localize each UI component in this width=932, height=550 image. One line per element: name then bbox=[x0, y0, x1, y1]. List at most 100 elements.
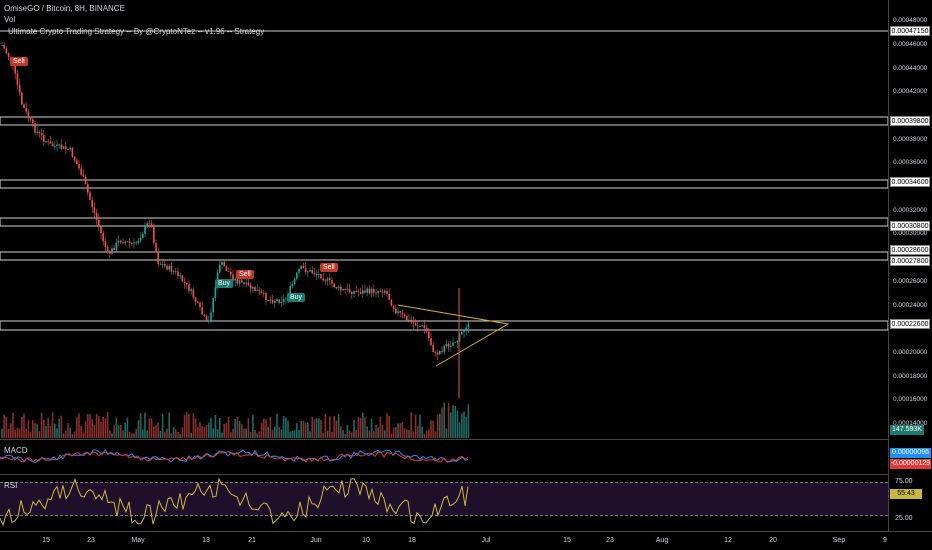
price-level-tag[interactable]: 0.00022600 bbox=[890, 319, 930, 329]
macd-pane[interactable] bbox=[0, 440, 888, 474]
price-chart[interactable] bbox=[0, 0, 888, 438]
volume-bar bbox=[445, 428, 448, 438]
volume-bar bbox=[291, 430, 294, 438]
rsi-level-bottom bbox=[0, 515, 888, 516]
candle-body bbox=[421, 325, 423, 327]
candle-body bbox=[461, 332, 463, 335]
candle-body bbox=[412, 322, 415, 324]
macd-value-bottom: -0.00000129 bbox=[890, 459, 931, 469]
candle-body bbox=[320, 273, 322, 279]
candle-body bbox=[340, 286, 342, 291]
candle-body bbox=[69, 147, 71, 150]
candle-body bbox=[432, 345, 434, 353]
candle-body bbox=[150, 223, 153, 228]
rsi-pane[interactable] bbox=[0, 475, 888, 531]
volume-bar bbox=[80, 426, 82, 438]
volume-bar bbox=[252, 414, 254, 438]
volume-bar bbox=[27, 419, 30, 438]
sell-signal[interactable]: Sell bbox=[320, 263, 338, 272]
pane-divider[interactable] bbox=[0, 531, 932, 532]
volume-bar bbox=[223, 424, 225, 438]
volume-bar bbox=[395, 427, 397, 438]
price-level-tag[interactable]: 0.00030800 bbox=[890, 221, 930, 231]
price-level-tag[interactable]: 0.00034600 bbox=[890, 177, 930, 187]
time-tick: Sep bbox=[832, 537, 846, 544]
volume-bar bbox=[93, 424, 96, 438]
volume-bar bbox=[203, 426, 206, 438]
volume-indicator-label[interactable]: Vol bbox=[4, 15, 16, 24]
candle-body bbox=[388, 293, 390, 300]
price-level-tag[interactable]: 0.00039800 bbox=[890, 116, 930, 126]
candle-body bbox=[186, 283, 188, 285]
candle-body bbox=[359, 291, 362, 294]
volume-bar bbox=[120, 424, 122, 438]
volume-bar bbox=[285, 417, 287, 438]
candle-body bbox=[298, 269, 300, 273]
candle-body bbox=[276, 299, 278, 302]
candle-body bbox=[300, 265, 302, 270]
price-level-tag[interactable]: 0.00047150 bbox=[890, 26, 930, 36]
candle-body bbox=[282, 299, 285, 302]
candle-body bbox=[271, 300, 274, 303]
candle-body bbox=[419, 326, 421, 327]
price-level-tag[interactable]: 0.00027800 bbox=[890, 256, 930, 266]
volume-bar bbox=[355, 429, 357, 438]
candle-body bbox=[190, 289, 192, 291]
volume-bar bbox=[450, 412, 452, 438]
volume-bar bbox=[23, 413, 25, 438]
volume-bar bbox=[278, 427, 280, 438]
triangle-pattern[interactable] bbox=[397, 304, 510, 367]
candle-body bbox=[238, 280, 241, 284]
candle-body bbox=[263, 292, 265, 294]
pane-divider[interactable] bbox=[0, 439, 888, 440]
volume-bar bbox=[326, 431, 329, 438]
candle-body bbox=[194, 297, 197, 302]
volume-bar bbox=[368, 430, 371, 438]
buy-signal[interactable]: Buy bbox=[215, 279, 234, 288]
candle-body bbox=[177, 271, 179, 277]
volume-bar bbox=[381, 424, 384, 438]
candle-body bbox=[131, 242, 133, 244]
pane-divider[interactable] bbox=[0, 474, 888, 475]
volume-bar bbox=[337, 414, 340, 438]
candle-body bbox=[7, 53, 10, 58]
price-tick: 0.00042000 bbox=[893, 88, 928, 95]
candle-body bbox=[265, 293, 267, 301]
candle-body bbox=[142, 233, 144, 238]
volume-bar bbox=[115, 417, 118, 438]
volume-bar bbox=[342, 430, 344, 438]
candle-body bbox=[344, 289, 346, 290]
volume-bar bbox=[461, 413, 463, 438]
time-tick: 12 bbox=[724, 537, 732, 544]
volume-bar bbox=[280, 429, 283, 438]
candle-body bbox=[175, 270, 177, 272]
volume-bar bbox=[82, 432, 85, 438]
volume-bar bbox=[304, 422, 307, 438]
sell-signal[interactable]: Sell bbox=[236, 270, 254, 279]
volume-bar bbox=[300, 421, 302, 438]
time-tick: 9 bbox=[883, 537, 887, 544]
candle-body bbox=[153, 227, 155, 243]
rsi-label[interactable]: RSI bbox=[4, 481, 18, 490]
volume-bar bbox=[243, 428, 245, 438]
price-level-tag[interactable]: 0.00028600 bbox=[890, 245, 930, 255]
volume-bar bbox=[397, 423, 399, 438]
candle-body bbox=[252, 286, 254, 289]
candle-body bbox=[45, 141, 47, 143]
buy-signal[interactable]: Buy bbox=[287, 293, 306, 302]
candle-body bbox=[355, 290, 357, 292]
sell-signal[interactable]: Sell bbox=[10, 57, 28, 66]
candle-body bbox=[214, 287, 217, 299]
candle-body bbox=[51, 143, 54, 147]
candle-body bbox=[89, 192, 91, 200]
volume-bar bbox=[320, 419, 322, 438]
candle-body bbox=[205, 316, 208, 321]
macd-label[interactable]: MACD bbox=[4, 446, 28, 455]
volume-bar bbox=[401, 422, 404, 438]
volume-bar bbox=[43, 419, 45, 438]
candle-body bbox=[368, 288, 371, 294]
volume-bar bbox=[139, 413, 142, 438]
time-tick: Jun bbox=[310, 537, 322, 544]
level-band bbox=[0, 179, 888, 189]
volume-bar bbox=[175, 429, 177, 438]
